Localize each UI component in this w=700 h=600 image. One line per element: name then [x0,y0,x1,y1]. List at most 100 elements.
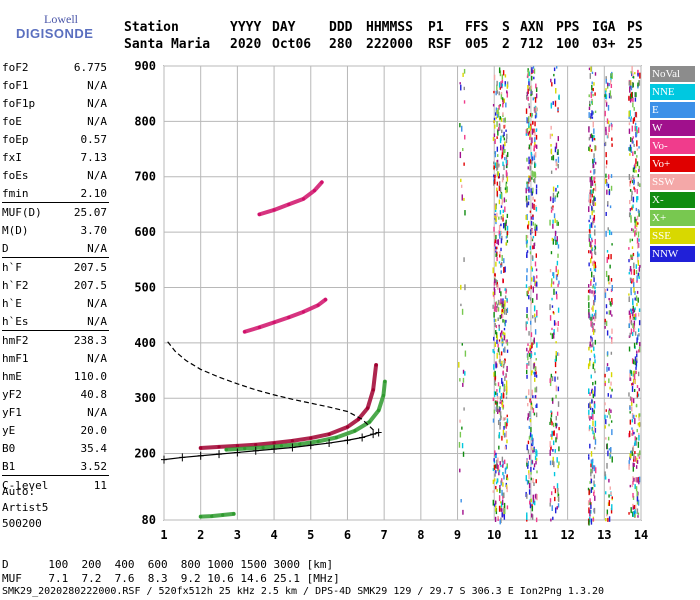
trace-point [316,303,320,307]
noise-speck [609,205,612,209]
noise-speck [630,291,632,296]
noise-speck [503,359,505,365]
noise-speck [590,487,593,493]
noise-speck [631,81,634,89]
noise-speck [590,374,592,379]
noise-speck [495,116,497,120]
noise-speck [495,481,498,485]
noise-speck [528,331,530,336]
noise-speck [588,234,590,240]
noise-speck [460,84,462,91]
x-tick-label: 5 [307,528,314,542]
noise-speck [606,443,608,450]
noise-speck [498,409,501,413]
noise-speck [604,288,607,294]
noise-speck [526,268,528,273]
header-label-3: DDD [329,20,353,35]
header-label-8: AXN [520,20,544,35]
noise-speck [594,386,596,392]
noise-speck [557,321,559,326]
noise-speck [494,138,496,145]
noise-speck [589,289,591,294]
noise-speck [594,145,596,152]
noise-speck [604,318,606,323]
noise-speck [535,184,538,189]
noise-speck [610,447,612,452]
noise-speck [633,165,636,170]
noise-speck [530,152,533,155]
noise-speck [608,478,610,483]
noise-speck [556,411,559,416]
noise-speck [588,519,590,526]
noise-speck [532,196,534,201]
noise-speck [464,134,466,140]
noise-speck [591,261,594,266]
noise-speck [528,121,530,128]
noise-speck [493,464,496,470]
noise-speck [587,487,590,491]
noise-speck [535,206,538,212]
noise-speck [530,400,532,404]
noise-speck [531,445,533,451]
trace-point [301,310,306,314]
noise-speck [630,278,633,282]
noise-speck [589,199,592,203]
noise-speck [526,321,528,325]
noise-speck [611,388,613,392]
param-row: foEp 0.57 [2,130,109,148]
noise-speck [506,225,509,231]
ionospheric-parameters: foF2 6.775 foF1 N/A foF1p N/A foE N/A foEp 0.57 fx… [2,58,109,494]
noise-speck [635,477,637,483]
model-marker [179,453,186,462]
param-name: yE [2,423,16,437]
noise-speck [530,405,532,410]
noise-speck [502,392,505,399]
noise-speck [638,476,641,483]
noise-speck [527,224,529,230]
noise-speck [533,171,535,178]
noise-speck [628,293,630,296]
noise-speck [593,137,595,141]
noise-speck [590,176,593,183]
noise-speck [632,511,634,517]
noise-speck [608,297,610,301]
noise-speck [634,225,636,229]
noise-speck [638,480,640,485]
noise-speck [594,251,597,256]
noise-speck [493,179,495,186]
noise-speck [526,313,528,319]
noise-speck [638,320,641,326]
noise-speck [534,313,536,318]
noise-speck [590,180,592,187]
noise-speck [608,367,610,371]
noise-speck [552,440,555,446]
noise-speck [529,125,532,131]
noise-speck [628,272,630,275]
model-marker [234,448,241,457]
noise-speck [527,413,530,419]
noise-speck [494,503,496,507]
noise-speck [628,122,631,126]
noise-speck [594,328,596,333]
noise-speck [499,501,502,504]
noise-speck [534,121,536,127]
noise-speck [532,408,535,414]
noise-speck [535,253,538,258]
noise-speck [634,370,636,375]
noise-speck [500,144,502,151]
noise-speck [629,86,631,93]
noise-speck [588,507,590,514]
trace-point [199,446,203,450]
noise-speck [503,474,505,480]
noise-speck [503,459,506,465]
noise-speck [604,321,606,325]
noise-speck [605,99,607,103]
noise-speck [534,261,537,267]
noise-speck [505,199,507,203]
noise-speck [592,164,595,169]
noise-speck [637,371,640,377]
noise-speck [628,95,630,101]
noise-speck [637,181,639,187]
noise-speck [605,165,608,169]
noise-speck [527,449,530,455]
